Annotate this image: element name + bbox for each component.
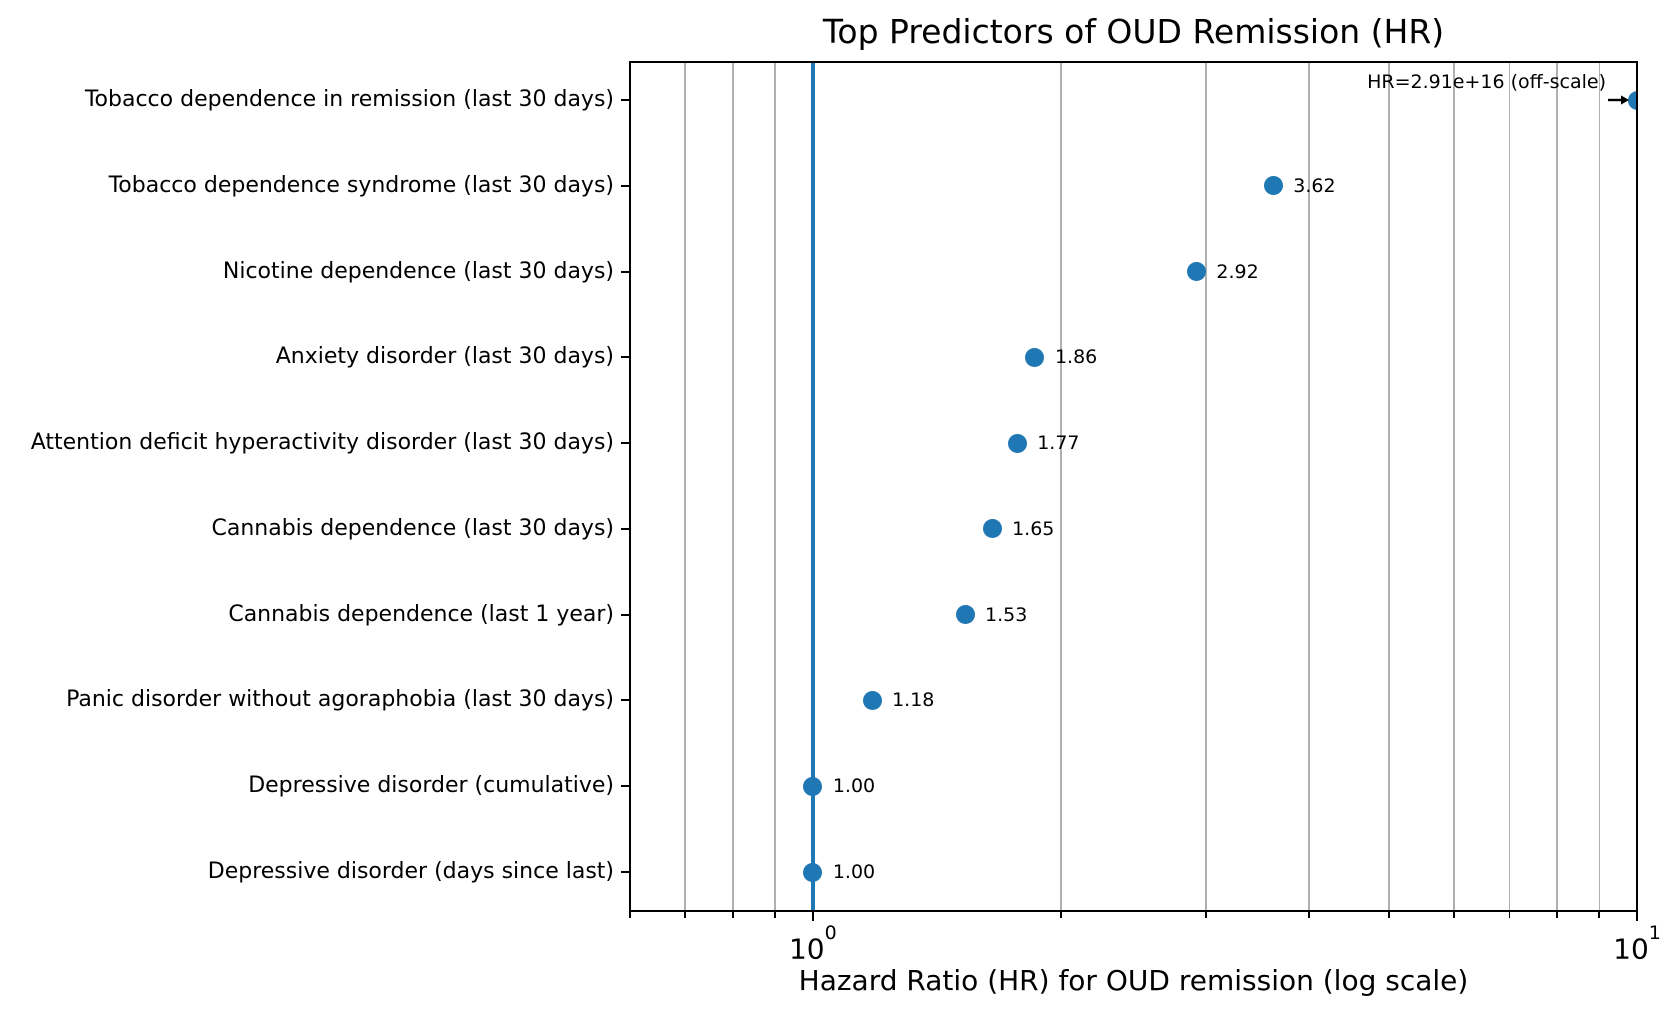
y-tick	[621, 613, 630, 616]
y-tick	[621, 871, 630, 873]
value-label: 3.62	[1293, 174, 1336, 197]
x-tick-base: 10	[788, 932, 825, 966]
x-tick-minor	[1453, 911, 1455, 918]
y-tick	[621, 99, 630, 101]
data-point-dot	[1263, 176, 1283, 196]
y-tick-label: Depressive disorder (days since last)	[207, 859, 614, 884]
data-point-dot	[1627, 90, 1637, 110]
y-tick	[621, 699, 630, 702]
data-point-dot	[1025, 347, 1045, 367]
y-tick-label: Attention deficit hyperactivity disorder…	[30, 430, 614, 456]
gridline	[774, 62, 776, 911]
y-tick	[621, 184, 630, 187]
x-tick-minor	[1598, 911, 1601, 918]
y-tick	[621, 527, 630, 530]
x-tick-base: 10	[1613, 932, 1649, 966]
x-tick-minor	[1308, 911, 1310, 918]
gridline	[684, 62, 686, 911]
data-point-dot	[955, 605, 975, 625]
value-label: 1.00	[832, 861, 876, 883]
x-tick-major	[1636, 911, 1638, 921]
off-scale-arrow-icon	[1608, 95, 1629, 105]
x-tick-label: 101	[1567, 922, 1680, 967]
y-tick	[621, 442, 630, 445]
x-tick-minor	[1556, 911, 1558, 918]
gridline	[1060, 62, 1062, 911]
y-tick	[621, 270, 630, 273]
x-tick-exponent: 1	[1648, 922, 1661, 944]
y-tick-label: Depressive disorder (cumulative)	[248, 773, 614, 799]
gridline	[732, 62, 734, 911]
data-point-dot	[982, 519, 1002, 539]
value-label: 1.00	[832, 775, 876, 798]
value-label: 1.53	[985, 603, 1028, 626]
x-tick-minor	[1508, 911, 1511, 918]
y-tick-label: Anxiety disorder (last 30 days)	[275, 344, 614, 370]
data-point-dot	[1007, 433, 1027, 453]
gridline	[1598, 62, 1600, 911]
gridline	[1205, 62, 1207, 911]
plot-area: HR=2.91e+16 (off-scale) 3.62 2.92 1.86 1.77 1…	[630, 62, 1637, 911]
x-tick-minor	[684, 911, 686, 918]
x-tick-exponent: 0	[824, 922, 837, 944]
y-tick-label: Cannabis dependence (last 30 days)	[211, 515, 614, 541]
value-label: 1.77	[1037, 432, 1080, 455]
data-point-dot	[862, 690, 882, 710]
value-label: 1.18	[892, 689, 935, 712]
y-tick-label: Cannabis dependence (last 1 year)	[228, 601, 614, 627]
y-tick-label: Tobacco dependence in remission (last 30…	[84, 87, 614, 112]
x-tick-minor	[629, 911, 631, 918]
x-tick-minor	[774, 911, 776, 918]
y-tick-label: Panic disorder without agoraphobia (last…	[66, 687, 614, 713]
value-label: 1.65	[1012, 517, 1055, 540]
value-label: 2.92	[1216, 260, 1259, 283]
x-tick-label: 100	[743, 922, 883, 967]
gridline	[1556, 62, 1558, 911]
gridline	[1308, 62, 1310, 911]
y-tick-label: Nicotine dependence (last 30 days)	[222, 258, 614, 284]
data-point-dot	[1186, 262, 1206, 282]
gridline	[1388, 62, 1390, 911]
y-tick-label: Tobacco dependence syndrome (last 30 day…	[108, 172, 614, 198]
x-tick-minor	[732, 911, 734, 918]
x-tick-minor	[1205, 911, 1207, 918]
y-tick	[621, 785, 630, 788]
x-tick-minor	[1060, 911, 1062, 918]
gridline	[1508, 62, 1511, 911]
off-scale-annotation: HR=2.91e+16 (off-scale)	[1367, 71, 1606, 93]
reference-line-hr-1	[811, 62, 815, 911]
gridline	[1453, 62, 1455, 911]
value-label: 1.86	[1054, 346, 1098, 369]
x-tick-major	[811, 911, 814, 921]
x-axis-label: Hazard Ratio (HR) for OUD remission (log…	[798, 964, 1469, 997]
x-tick-minor	[1388, 911, 1390, 918]
data-point-dot	[803, 776, 823, 796]
data-point-dot	[803, 862, 823, 882]
y-tick	[621, 356, 630, 359]
chart-title: Top Predictors of OUD Remission (HR)	[822, 12, 1445, 51]
